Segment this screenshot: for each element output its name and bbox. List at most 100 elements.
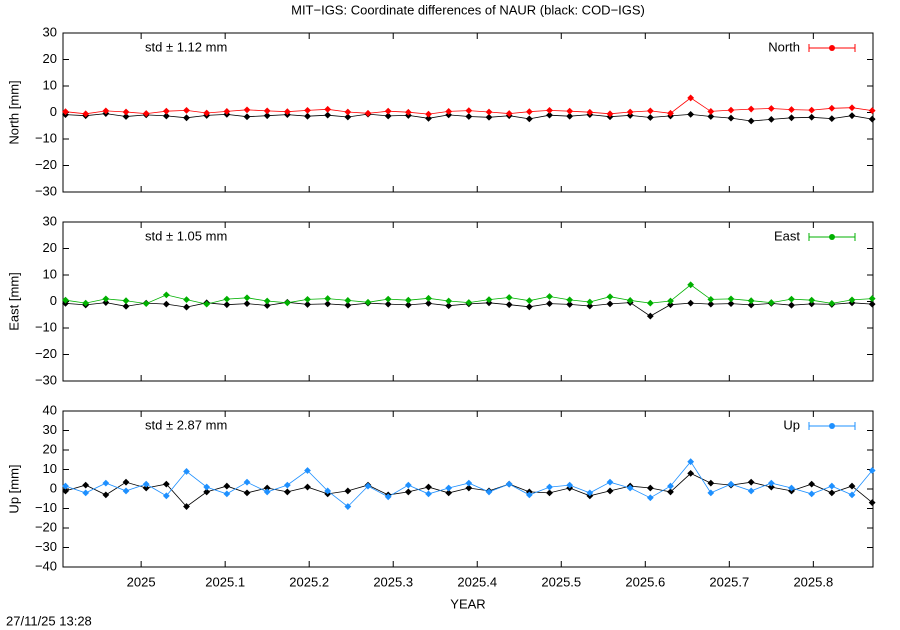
- data-point: [727, 295, 735, 303]
- data-point: [122, 487, 130, 495]
- data-point: [425, 299, 432, 307]
- data-point: [425, 294, 432, 302]
- data-point: [203, 483, 211, 491]
- data-point: [546, 489, 553, 497]
- data-point: [223, 301, 231, 309]
- data-point: [82, 481, 90, 489]
- legend-sample: [829, 45, 835, 51]
- data-point: [243, 294, 251, 302]
- data-point: [404, 301, 412, 309]
- data-point: [263, 107, 271, 115]
- data-point: [183, 296, 190, 304]
- data-point: [566, 481, 574, 489]
- data-point: [606, 487, 614, 495]
- x-tick-label: 2025.4: [457, 574, 497, 589]
- data-point: [828, 482, 836, 490]
- data-point: [767, 483, 775, 491]
- y-tick-label: 0: [50, 480, 57, 495]
- data-point: [445, 297, 453, 305]
- data-point: [546, 300, 553, 308]
- chart-title: MIT−IGS: Coordinate differences of NAUR …: [291, 2, 645, 17]
- data-point: [868, 300, 876, 308]
- y-tick-label: 40: [43, 402, 57, 417]
- data-point: [606, 110, 614, 118]
- data-point: [788, 484, 795, 492]
- data-point: [162, 112, 170, 120]
- data-point: [566, 107, 574, 115]
- data-point: [505, 110, 513, 117]
- data-point: [667, 488, 674, 496]
- data-point: [828, 115, 836, 122]
- data-point: [707, 295, 715, 303]
- data-point: [283, 488, 291, 496]
- data-point: [687, 470, 695, 477]
- y-tick-label: 0: [50, 104, 57, 119]
- data-point: [707, 479, 715, 487]
- data-point: [283, 481, 291, 489]
- data-point: [566, 296, 574, 304]
- y-tick-label: 20: [43, 441, 57, 456]
- data-point: [102, 107, 110, 115]
- data-point: [687, 458, 695, 466]
- data-point: [747, 117, 755, 125]
- data-point: [283, 108, 291, 116]
- data-point: [162, 480, 170, 488]
- data-point: [465, 113, 473, 120]
- data-point: [868, 295, 876, 302]
- y-axis-label: North [mm]: [6, 80, 21, 144]
- data-point: [808, 490, 816, 498]
- data-point: [707, 113, 715, 120]
- y-tick-label: 30: [43, 24, 57, 39]
- data-point: [525, 491, 533, 499]
- data-point: [263, 112, 271, 120]
- x-tick-label: 2025.5: [541, 574, 581, 589]
- data-point: [788, 295, 795, 303]
- y-tick-label: −20: [35, 519, 57, 534]
- data-point: [62, 296, 69, 304]
- data-point: [243, 300, 251, 308]
- data-point: [606, 478, 614, 486]
- data-point: [82, 489, 90, 497]
- data-point: [546, 106, 553, 114]
- data-point: [868, 107, 876, 115]
- data-point: [566, 301, 574, 308]
- data-point: [122, 113, 130, 120]
- data-point: [263, 302, 271, 309]
- data-point: [344, 108, 352, 116]
- y-tick-label: 20: [43, 51, 57, 66]
- data-point: [62, 108, 69, 116]
- data-point: [808, 106, 816, 114]
- data-point: [283, 299, 291, 307]
- data-point: [223, 108, 231, 115]
- data-point: [767, 479, 775, 487]
- data-point: [304, 106, 311, 114]
- data-point: [425, 110, 432, 118]
- std-annotation: std ± 2.87 mm: [145, 417, 227, 432]
- data-point: [687, 281, 695, 289]
- data-point: [848, 296, 856, 304]
- data-point: [223, 482, 231, 490]
- data-point: [82, 299, 90, 307]
- x-tick-label: 2025.1: [205, 574, 245, 589]
- data-point: [162, 107, 170, 115]
- data-point: [606, 293, 614, 301]
- y-tick-label: −10: [35, 500, 57, 515]
- data-point: [425, 114, 432, 122]
- y-tick-label: −30: [35, 183, 57, 198]
- data-point: [344, 113, 352, 121]
- data-point: [445, 108, 453, 115]
- data-point: [465, 299, 473, 306]
- legend-label: East: [774, 228, 800, 243]
- data-point: [626, 108, 634, 116]
- data-point: [142, 484, 150, 492]
- data-point: [142, 300, 150, 308]
- data-point: [727, 114, 735, 122]
- data-point: [808, 296, 816, 304]
- data-point: [707, 489, 715, 497]
- data-point: [868, 115, 876, 123]
- y-axis-label: East [mm]: [6, 272, 21, 331]
- legend-sample: [829, 423, 835, 429]
- data-point: [364, 109, 372, 117]
- data-point: [465, 484, 473, 492]
